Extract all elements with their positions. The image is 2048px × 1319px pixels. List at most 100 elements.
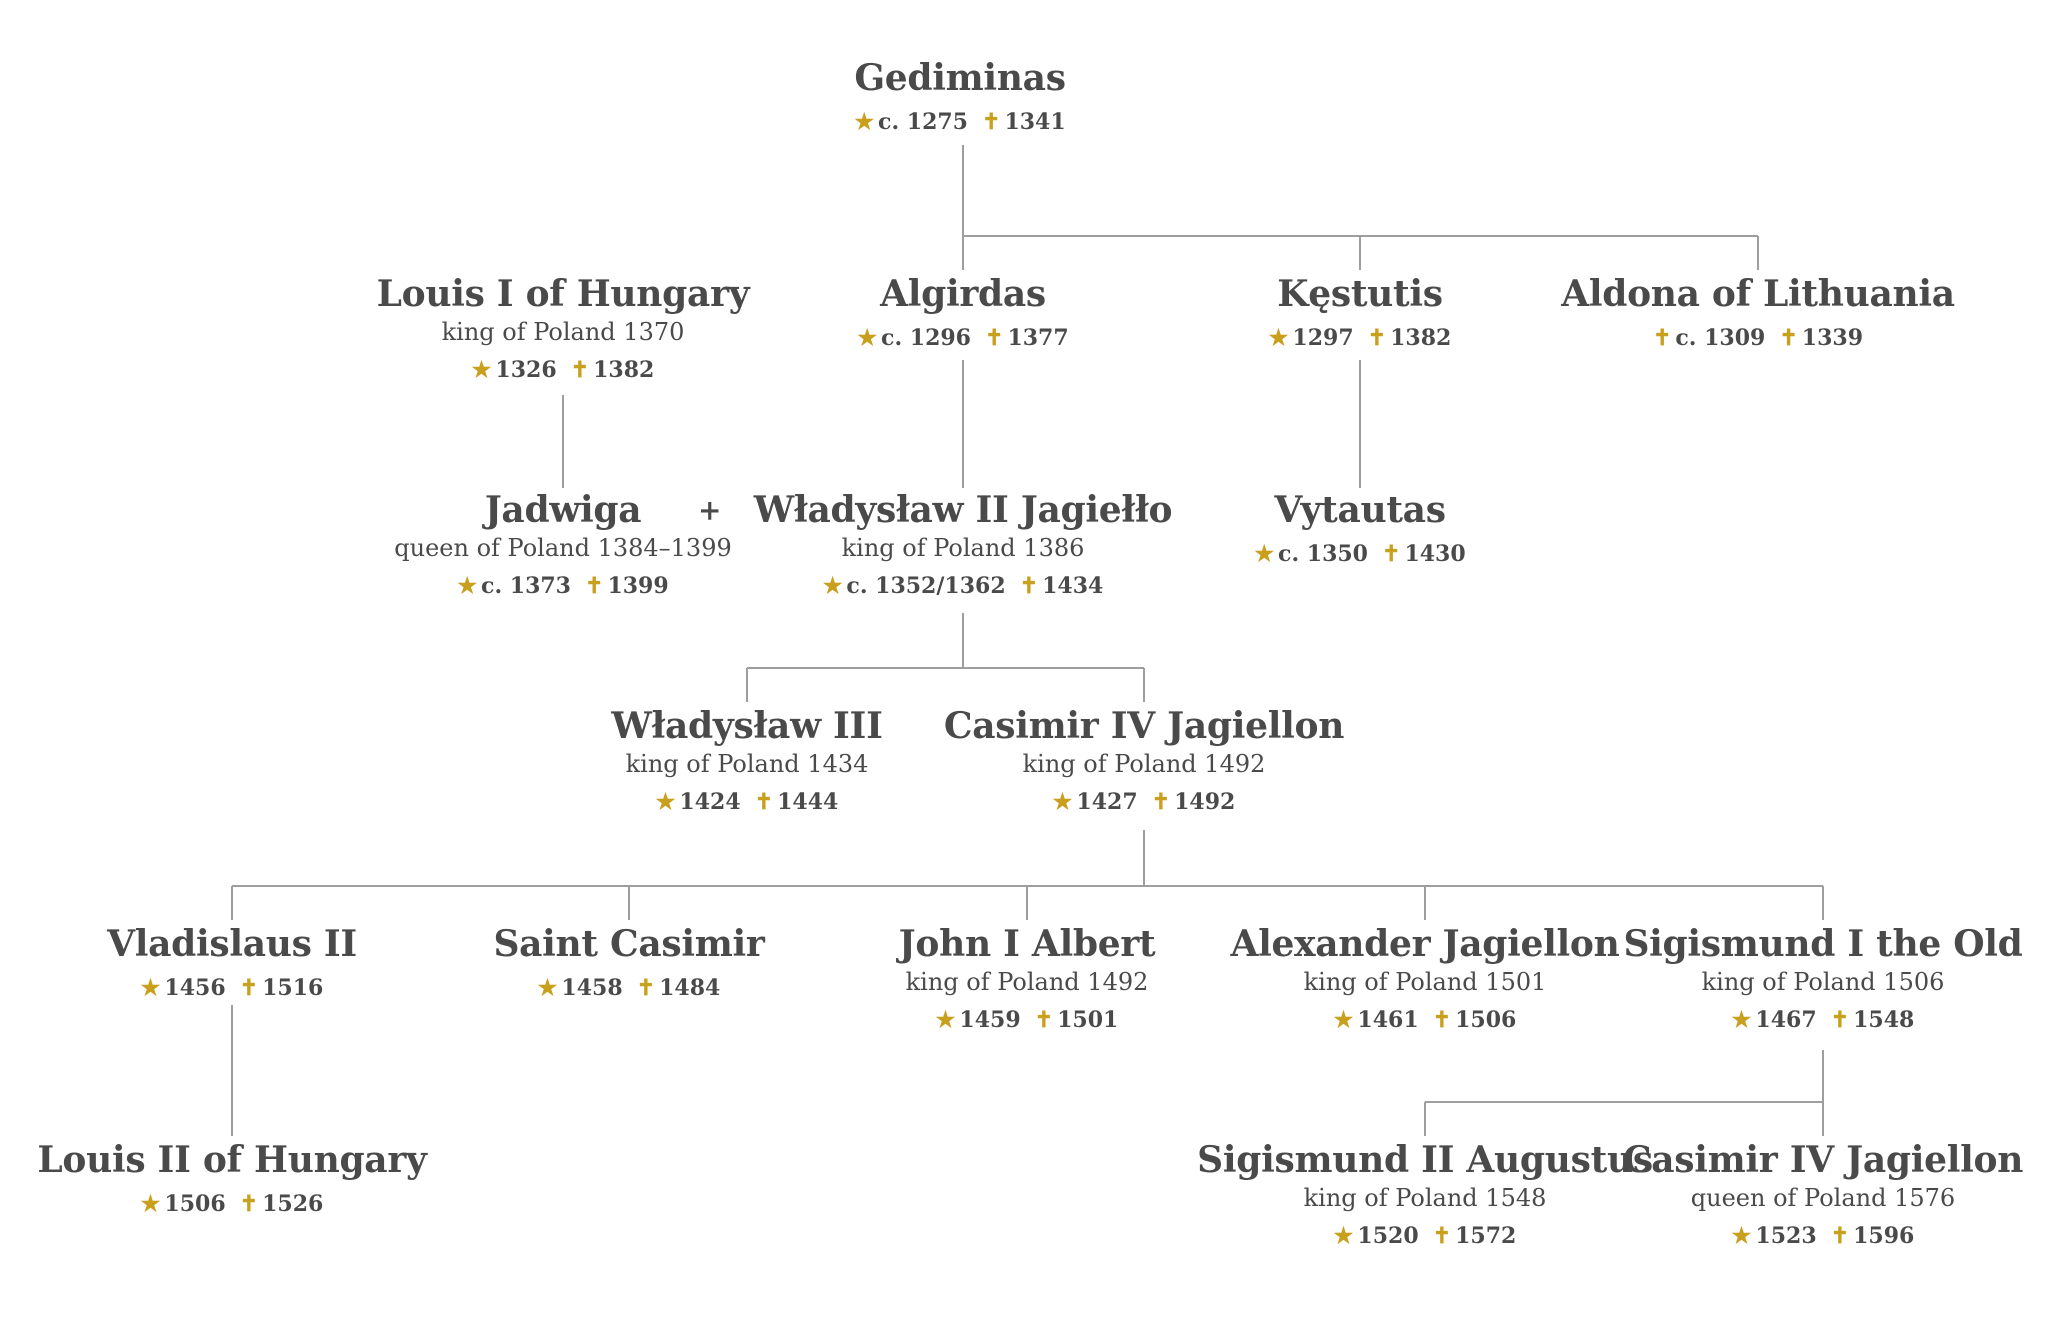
- person-dates: ★ 1506 ✝ 1526: [2, 1190, 462, 1218]
- death-cross-icon: ✝: [1019, 573, 1039, 599]
- person-title: king of Poland 1492: [1022, 750, 1266, 778]
- death-cross-icon: ✝: [1830, 1007, 1850, 1033]
- birth-star-icon: ★: [1731, 1007, 1752, 1033]
- birth-year: 1424: [679, 789, 741, 815]
- birth-star-icon: ★: [140, 975, 161, 1001]
- death-year: 1444: [777, 789, 839, 815]
- date-first: c. 1309: [1675, 325, 1766, 351]
- death-cross-icon: ✝: [1367, 325, 1387, 351]
- birth-year: 1523: [1755, 1223, 1817, 1249]
- person-saint-casimir: Saint Casimir ★ 1458 ✝ 1484: [399, 922, 859, 1002]
- person-name: Casimir IV Jagiellon: [1622, 1139, 2024, 1181]
- person-john-i-albert: John I Albert king of Poland 1492 ★ 1459 ✝…: [797, 922, 1257, 1034]
- person-aldona-of-lithuania: Aldona of Lithuania ✝ c. 1309 ✝ 1339: [1528, 272, 1988, 352]
- person-title: king of Poland 1434: [625, 750, 869, 778]
- birth-year: 1458: [561, 975, 623, 1001]
- person-louis-i-of-hungary: Louis I of Hungary king of Poland 1370 ★…: [333, 272, 793, 384]
- person-alexander-jagiellon: Alexander Jagiellon king of Poland 1501 …: [1195, 922, 1655, 1034]
- person-name: Saint Casimir: [493, 923, 765, 965]
- birth-star-icon: ★: [537, 975, 558, 1001]
- birth-star-icon: ★: [471, 357, 492, 383]
- person-dates: ★ 1467 ✝ 1548: [1593, 1006, 2048, 1034]
- person-kestutis: Kęstutis ★ 1297 ✝ 1382: [1130, 272, 1590, 352]
- death-cross-icon: ✝: [636, 975, 656, 1001]
- death-cross-icon: ✝: [585, 573, 604, 599]
- person-name: Kęstutis: [1277, 273, 1443, 315]
- death-year: 1399: [607, 573, 669, 599]
- person-casimir-iv-jagiellon-queen: Casimir IV Jagiellon queen of Poland 157…: [1593, 1138, 2048, 1250]
- death-cross-icon: ✝: [1432, 1223, 1452, 1249]
- person-name: Gediminas: [854, 57, 1066, 99]
- person-title: queen of Poland 1576: [1690, 1184, 1956, 1212]
- birth-year: 1461: [1357, 1007, 1419, 1033]
- person-dates: ★ c. 1352/1362 ✝ 1434: [733, 572, 1193, 600]
- death-year: 1382: [593, 357, 655, 383]
- death-year: 1377: [1007, 325, 1069, 351]
- person-title: king of Poland 1492: [905, 968, 1149, 996]
- spouse-plus-icon: +: [698, 494, 722, 527]
- death-cross-icon: ✝: [985, 325, 1004, 351]
- death-cross-icon: ✝: [1382, 541, 1401, 567]
- death-year: 1430: [1404, 541, 1466, 567]
- person-algirdas: Algirdas ★ c. 1296 ✝ 1377: [733, 272, 1193, 352]
- birth-year: 1467: [1755, 1007, 1817, 1033]
- person-jadwiga: Jadwiga queen of Poland 1384–1399 ★ c. 13…: [333, 488, 793, 600]
- person-dates: ★ 1424 ✝ 1444: [517, 788, 977, 816]
- person-name: Władysław II Jagiełło: [753, 489, 1173, 531]
- person-name: Casimir IV Jagiellon: [943, 705, 1345, 747]
- birth-year: c. 1275: [878, 109, 968, 135]
- death-cross-icon: ✝: [754, 789, 774, 815]
- person-name: Louis I of Hungary: [376, 273, 750, 315]
- person-title: king of Poland 1386: [841, 534, 1085, 562]
- birth-year: 1520: [1357, 1223, 1419, 1249]
- death-year: 1548: [1853, 1007, 1915, 1033]
- person-dates: ★ c. 1350 ✝ 1430: [1130, 540, 1590, 568]
- person-name: John I Albert: [898, 923, 1156, 965]
- person-title: queen of Poland 1384–1399: [394, 534, 732, 562]
- person-casimir-iv-jagiellon: Casimir IV Jagiellon king of Poland 1492…: [914, 704, 1374, 816]
- birth-year: c. 1373: [481, 573, 571, 599]
- person-dates: ★ c. 1296 ✝ 1377: [733, 324, 1193, 352]
- birth-star-icon: ★: [1731, 1223, 1752, 1249]
- person-wladyslaw-ii-jagiello: Władysław II Jagiełło king of Poland 138…: [733, 488, 1193, 600]
- person-title: king of Poland 1370: [441, 318, 685, 346]
- birth-star-icon: ★: [1333, 1007, 1354, 1033]
- birth-year: 1459: [959, 1007, 1021, 1033]
- death-cross-icon: ✝: [570, 357, 590, 383]
- death-year: 1484: [659, 975, 721, 1001]
- person-name: Vytautas: [1274, 489, 1446, 531]
- person-vladislaus-ii: Vladislaus II ★ 1456 ✝ 1516: [2, 922, 462, 1002]
- person-dates: ★ 1520 ✝ 1572: [1195, 1222, 1655, 1250]
- death-year: 1572: [1455, 1223, 1517, 1249]
- birth-year: c. 1352/1362: [846, 573, 1006, 599]
- death-year: 1506: [1455, 1007, 1517, 1033]
- death-cross-icon: ✝: [1034, 1007, 1054, 1033]
- death-cross-icon: ✝: [1652, 325, 1672, 351]
- person-title: king of Poland 1548: [1303, 1184, 1547, 1212]
- death-year: 1501: [1057, 1007, 1119, 1033]
- birth-year: 1427: [1076, 789, 1138, 815]
- birth-year: 1326: [495, 357, 557, 383]
- person-title: king of Poland 1506: [1701, 968, 1945, 996]
- person-vytautas: Vytautas ★ c. 1350 ✝ 1430: [1130, 488, 1590, 568]
- birth-star-icon: ★: [854, 109, 875, 135]
- person-name: Vladislaus II: [107, 923, 357, 965]
- person-dates: ★ 1461 ✝ 1506: [1195, 1006, 1655, 1034]
- birth-star-icon: ★: [857, 325, 878, 351]
- person-dates: ★ 1326 ✝ 1382: [333, 356, 793, 384]
- person-name: Louis II of Hungary: [37, 1139, 427, 1181]
- person-dates: ★ 1458 ✝ 1484: [399, 974, 859, 1002]
- person-sigismund-i-the-old: Sigismund I the Old king of Poland 1506 …: [1593, 922, 2048, 1034]
- person-name: Władysław III: [611, 705, 883, 747]
- birth-year: 1297: [1292, 325, 1354, 351]
- death-year: 1516: [262, 975, 324, 1001]
- person-dates: ★ 1459 ✝ 1501: [797, 1006, 1257, 1034]
- death-year: 1492: [1174, 789, 1236, 815]
- death-year: 1382: [1390, 325, 1452, 351]
- person-dates: ★ 1427 ✝ 1492: [914, 788, 1374, 816]
- death-cross-icon: ✝: [1151, 789, 1171, 815]
- death-cross-icon: ✝: [982, 109, 1001, 135]
- birth-star-icon: ★: [822, 573, 843, 599]
- birth-star-icon: ★: [1333, 1223, 1354, 1249]
